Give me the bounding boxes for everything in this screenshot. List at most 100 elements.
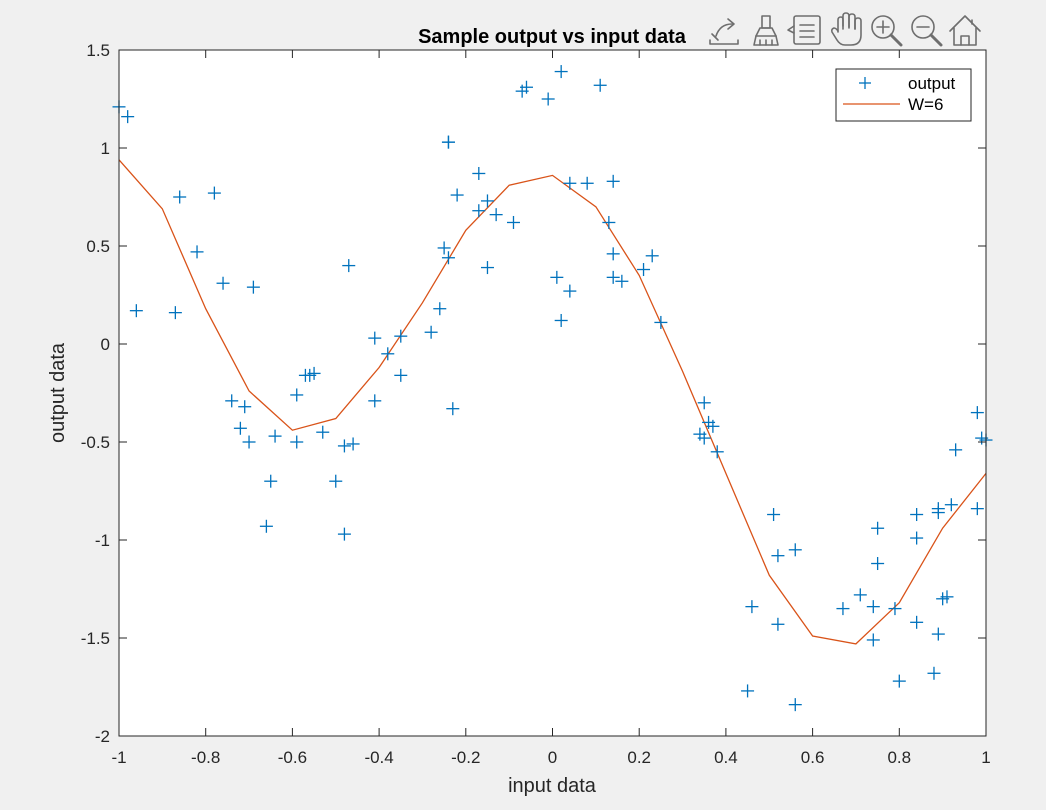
data-point-marker[interactable] <box>437 241 451 255</box>
data-point-marker[interactable] <box>606 174 620 188</box>
data-point-marker[interactable] <box>767 508 781 522</box>
data-point-marker[interactable] <box>441 135 455 149</box>
data-point-marker[interactable] <box>554 65 568 79</box>
data-point-marker[interactable] <box>368 394 382 408</box>
data-point-marker[interactable] <box>892 674 906 688</box>
data-point-marker[interactable] <box>450 188 464 202</box>
data-point-marker[interactable] <box>602 215 616 229</box>
data-point-marker[interactable] <box>480 194 494 208</box>
data-point-marker[interactable] <box>489 208 503 222</box>
data-point-marker[interactable] <box>788 543 802 557</box>
data-point-marker[interactable] <box>853 588 867 602</box>
data-point-marker[interactable] <box>190 245 204 259</box>
data-point-marker[interactable] <box>433 302 447 316</box>
data-point-marker[interactable] <box>316 425 330 439</box>
data-point-marker[interactable] <box>606 247 620 261</box>
fit-line[interactable] <box>118 159 987 645</box>
data-point-marker[interactable] <box>290 388 304 402</box>
data-point-marker[interactable] <box>615 274 629 288</box>
data-point-marker[interactable] <box>519 80 533 94</box>
data-point-marker[interactable] <box>129 304 143 318</box>
data-point-marker[interactable] <box>706 419 720 433</box>
datatip-icon[interactable] <box>787 14 824 48</box>
data-point-marker[interactable] <box>554 313 568 327</box>
data-point-marker[interactable] <box>745 600 759 614</box>
data-point-marker[interactable] <box>216 276 230 290</box>
data-point-marker[interactable] <box>441 251 455 265</box>
data-point-marker[interactable] <box>910 508 924 522</box>
zoom-out-icon[interactable] <box>908 12 944 48</box>
data-point-marker[interactable] <box>307 366 321 380</box>
data-point-marker[interactable] <box>710 445 724 459</box>
data-point-marker[interactable] <box>168 306 182 320</box>
data-point-marker[interactable] <box>944 498 958 512</box>
data-point-marker[interactable] <box>645 249 659 263</box>
data-point-marker[interactable] <box>480 261 494 275</box>
data-point-marker[interactable] <box>238 400 252 414</box>
data-point-marker[interactable] <box>563 284 577 298</box>
data-point-marker[interactable] <box>541 92 555 106</box>
data-point-marker[interactable] <box>910 531 924 545</box>
data-point-marker[interactable] <box>931 502 945 516</box>
data-point-marker[interactable] <box>424 325 438 339</box>
data-point-marker[interactable] <box>207 186 221 200</box>
data-point-marker[interactable] <box>606 270 620 284</box>
data-point-marker[interactable] <box>472 166 486 180</box>
data-point-marker[interactable] <box>121 110 135 124</box>
data-point-marker[interactable] <box>771 617 785 631</box>
axes-area[interactable] <box>119 50 986 736</box>
pan-icon[interactable] <box>830 12 864 48</box>
data-point-marker[interactable] <box>771 549 785 563</box>
data-point-marker[interactable] <box>368 331 382 345</box>
data-point-marker[interactable] <box>329 474 343 488</box>
data-point-marker[interactable] <box>472 204 486 218</box>
data-point-marker[interactable] <box>381 347 395 361</box>
data-point-marker[interactable] <box>337 527 351 541</box>
data-point-marker[interactable] <box>654 315 668 329</box>
data-point-marker[interactable] <box>173 190 187 204</box>
data-point-marker[interactable] <box>940 590 954 604</box>
data-point-marker[interactable] <box>741 684 755 698</box>
data-point-marker[interactable] <box>888 602 902 616</box>
data-point-marker[interactable] <box>550 270 564 284</box>
home-icon[interactable] <box>946 12 984 48</box>
export-icon[interactable] <box>706 16 742 48</box>
data-point-marker[interactable] <box>337 439 351 453</box>
data-point-marker[interactable] <box>394 368 408 382</box>
brush-icon[interactable] <box>748 14 782 48</box>
data-point-marker[interactable] <box>697 396 711 410</box>
data-point-marker[interactable] <box>970 502 984 516</box>
data-point-marker[interactable] <box>871 521 885 535</box>
zoom-in-icon[interactable] <box>868 12 904 48</box>
data-point-marker[interactable] <box>446 402 460 416</box>
x-axis-label: input data <box>508 775 597 797</box>
data-point-marker[interactable] <box>970 406 984 420</box>
legend[interactable]: output W=6 <box>835 68 972 122</box>
data-point-marker[interactable] <box>506 215 520 229</box>
data-point-marker[interactable] <box>268 429 282 443</box>
data-point-marker[interactable] <box>866 633 880 647</box>
data-point-marker[interactable] <box>580 176 594 190</box>
data-point-marker[interactable] <box>866 600 880 614</box>
data-point-marker[interactable] <box>949 443 963 457</box>
data-point-marker[interactable] <box>593 78 607 92</box>
data-point-marker[interactable] <box>910 615 924 629</box>
data-point-marker[interactable] <box>246 280 260 294</box>
data-point-marker[interactable] <box>697 431 711 445</box>
data-point-marker[interactable] <box>259 519 273 533</box>
data-point-marker[interactable] <box>836 602 850 616</box>
data-point-marker[interactable] <box>931 627 945 641</box>
data-point-marker[interactable] <box>871 557 885 571</box>
data-point-marker[interactable] <box>637 263 651 277</box>
data-point-marker[interactable] <box>394 329 408 343</box>
data-point-marker[interactable] <box>242 435 256 449</box>
data-point-marker[interactable] <box>264 474 278 488</box>
data-point-marker[interactable] <box>225 394 239 408</box>
data-point-marker[interactable] <box>563 176 577 190</box>
data-point-marker[interactable] <box>233 421 247 435</box>
data-point-marker[interactable] <box>927 666 941 680</box>
data-point-marker[interactable] <box>342 259 356 273</box>
data-point-marker[interactable] <box>346 437 360 451</box>
data-point-marker[interactable] <box>788 698 802 712</box>
data-point-marker[interactable] <box>290 435 304 449</box>
